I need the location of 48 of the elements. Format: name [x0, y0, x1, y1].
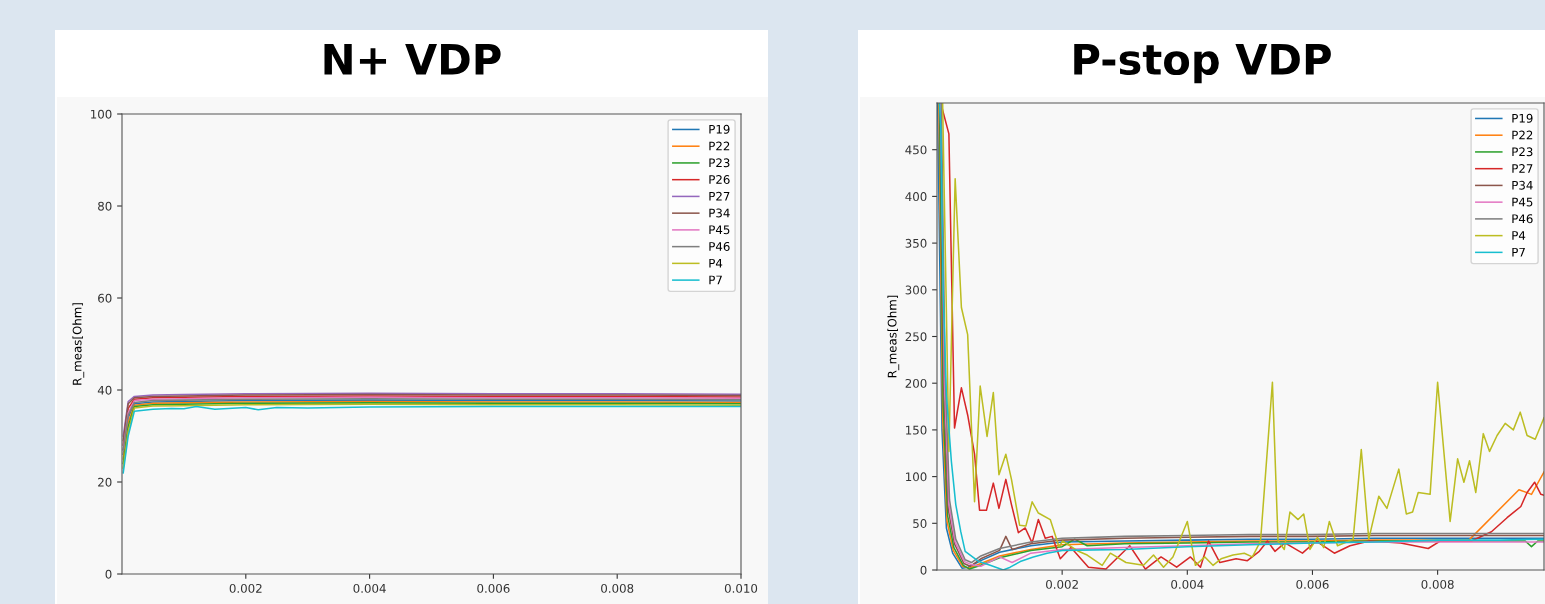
y-tick-label: 200: [905, 378, 927, 388]
y-tick-label: 250: [905, 332, 927, 342]
legend-label: P7: [709, 275, 722, 285]
chart-title: N+ VDP: [324, 44, 501, 75]
y-tick-label: 100: [91, 109, 112, 119]
y-tick-label: 60: [98, 293, 112, 303]
y-axis-title: R_meas[Ohm]: [887, 295, 900, 378]
y-tick-label: 0: [105, 569, 112, 579]
y-tick-label: 400: [905, 192, 927, 202]
x-tick-label: 0.002: [1046, 579, 1078, 589]
y-tick-label: 50: [913, 519, 927, 528]
x-tick-label: 0.004: [1171, 579, 1204, 589]
legend-label: P46: [1512, 214, 1533, 224]
x-tick-label: 0.008: [601, 583, 634, 593]
legend-label: P26: [709, 175, 730, 184]
legend-label: P23: [1512, 147, 1533, 157]
y-tick-label: 100: [906, 472, 927, 482]
legend-label: P34: [1512, 180, 1533, 190]
x-tick-label: 0.004: [353, 583, 386, 593]
legend-label: P34: [709, 208, 730, 218]
legend-label: P45: [1512, 197, 1533, 207]
x-tick-label: 0.006: [1296, 579, 1329, 589]
legend-label: P22: [709, 141, 730, 151]
y-tick-label: 150: [906, 425, 927, 435]
y-tick-label: 350: [905, 238, 927, 248]
y-tick-label: 40: [97, 385, 112, 395]
y-tick-label: 80: [98, 201, 112, 211]
legend-label: P4: [1512, 231, 1526, 240]
legend-label: P4: [709, 258, 723, 268]
legend-label: P22: [1512, 130, 1533, 140]
legend-label: P27: [1512, 164, 1533, 173]
legend-label: P19: [1512, 113, 1533, 123]
y-tick-label: 20: [98, 477, 112, 487]
x-tick-label: 0.006: [477, 583, 510, 593]
x-tick-label: 0.002: [229, 583, 262, 593]
y-tick-label: 0: [920, 565, 927, 575]
y-axis-title: R_meas[Ohm]: [72, 303, 85, 385]
legend-label: P46: [709, 242, 730, 251]
legend-label: P23: [709, 158, 730, 168]
y-tick-label: 300: [905, 285, 927, 295]
legend-label: P7: [1512, 247, 1525, 257]
legend-label: P45: [709, 225, 730, 235]
x-tick-label: 0.010: [724, 583, 758, 593]
chart-title: P-stop VDP: [1074, 44, 1331, 84]
y-tick-label: 450: [905, 145, 927, 155]
legend-label: P27: [709, 191, 730, 201]
x-tick-label: 0.008: [1421, 579, 1454, 589]
legend-label: P19: [709, 124, 730, 134]
